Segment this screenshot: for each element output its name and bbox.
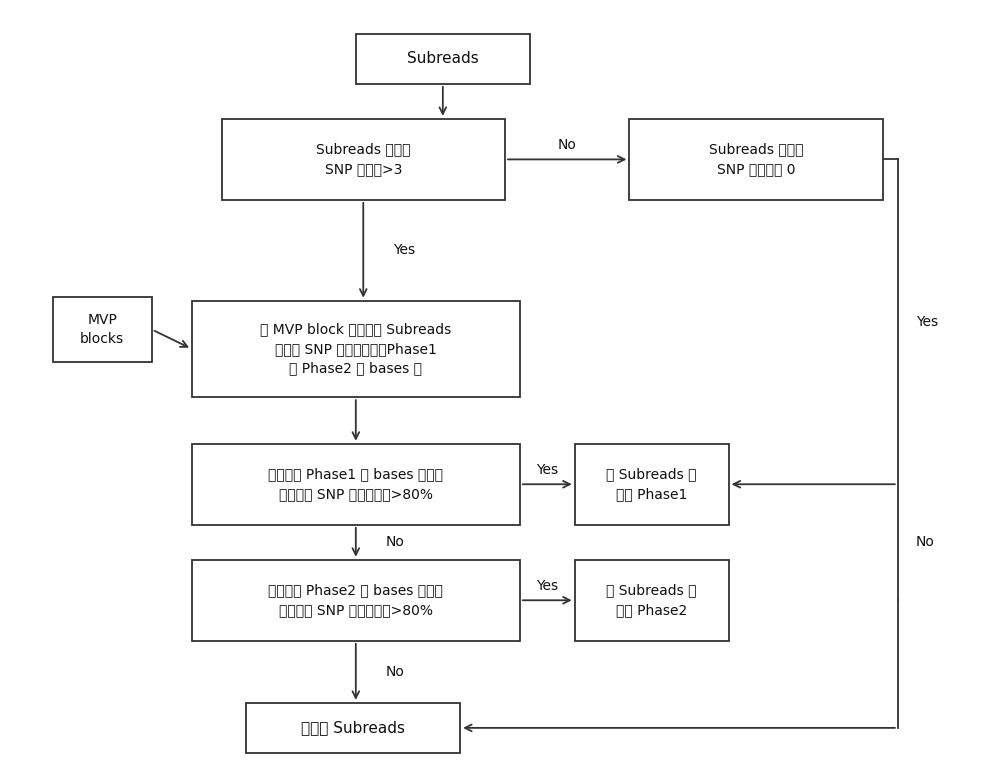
FancyBboxPatch shape: [246, 703, 460, 753]
Text: 如果支持 Phase1 的 bases 数与连
接对总对 SNP 位点数比值>80%: 如果支持 Phase1 的 bases 数与连 接对总对 SNP 位点数比值>8…: [268, 467, 443, 501]
Text: Subreads 经过的
SNP 位点数>3: Subreads 经过的 SNP 位点数>3: [316, 143, 411, 176]
Text: Yes: Yes: [916, 315, 938, 329]
FancyBboxPatch shape: [192, 444, 520, 525]
Text: Subreads 经过的
SNP 位点数为 0: Subreads 经过的 SNP 位点数为 0: [709, 143, 803, 176]
Text: MVP
blocks: MVP blocks: [80, 313, 124, 347]
Text: No: No: [386, 664, 405, 679]
FancyBboxPatch shape: [575, 559, 729, 641]
Text: 该 Subreads 划
分到 Phase2: 该 Subreads 划 分到 Phase2: [606, 583, 697, 617]
Text: No: No: [386, 535, 405, 549]
Text: 弃除该 Subreads: 弃除该 Subreads: [301, 721, 405, 735]
Text: Subreads: Subreads: [407, 51, 479, 66]
Text: 按 MVP block 信息计算 Subreads
经过的 SNP 位点数，对应Phase1
和 Phase2 的 bases 数: 按 MVP block 信息计算 Subreads 经过的 SNP 位点数，对应…: [260, 323, 451, 375]
Text: Yes: Yes: [393, 243, 415, 257]
FancyBboxPatch shape: [192, 559, 520, 641]
FancyBboxPatch shape: [192, 301, 520, 397]
Text: Yes: Yes: [536, 580, 558, 594]
Text: 该 Subreads 划
分到 Phase1: 该 Subreads 划 分到 Phase1: [606, 467, 697, 501]
FancyBboxPatch shape: [53, 297, 152, 362]
Text: 如果支持 Phase2 的 bases 数与连
接对总对 SNP 位点数比值>80%: 如果支持 Phase2 的 bases 数与连 接对总对 SNP 位点数比值>8…: [268, 583, 443, 617]
FancyBboxPatch shape: [222, 118, 505, 200]
FancyBboxPatch shape: [629, 118, 883, 200]
Text: No: No: [558, 139, 577, 153]
Text: Yes: Yes: [536, 464, 558, 478]
FancyBboxPatch shape: [575, 444, 729, 525]
Text: No: No: [916, 535, 935, 549]
FancyBboxPatch shape: [356, 33, 530, 84]
